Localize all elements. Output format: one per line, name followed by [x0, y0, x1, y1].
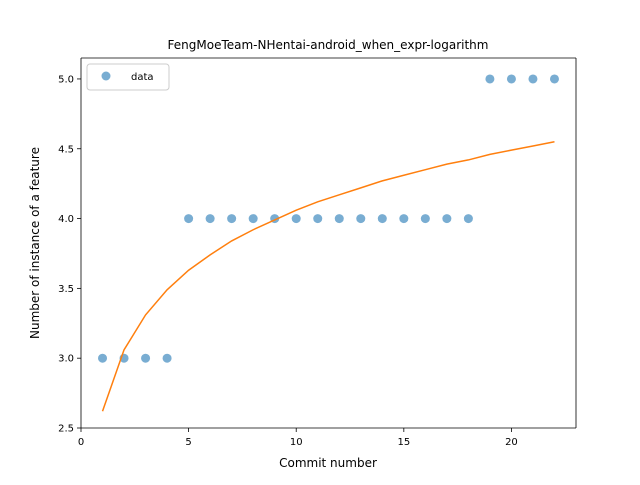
- x-tick-label: 20: [505, 437, 518, 448]
- scatter-point: [399, 214, 409, 224]
- legend: data: [86, 63, 170, 91]
- scatter-point: [184, 214, 194, 224]
- scatter-point: [205, 214, 215, 224]
- plot-area: [81, 58, 576, 428]
- scatter-point: [313, 214, 323, 224]
- scatter-point: [506, 74, 516, 84]
- y-tick-label: 4.0: [58, 214, 74, 225]
- x-tick-label: 10: [290, 437, 303, 448]
- y-tick-label: 4.5: [58, 144, 74, 155]
- scatter-point: [528, 74, 538, 84]
- scatter-point: [227, 214, 237, 224]
- scatter-point: [377, 214, 387, 224]
- legend-frame: [86, 63, 170, 91]
- legend-label-data: data: [131, 72, 154, 83]
- scatter-point: [291, 214, 301, 224]
- scatter-point: [162, 353, 172, 363]
- axes-layer: 0 5 10 15 20 2.5 3.0 3.5 4.0 4.5 5.0: [58, 57, 577, 448]
- y-tick-label: 3.5: [58, 284, 74, 295]
- fit-line: [101, 141, 555, 412]
- scatter-point: [356, 214, 366, 224]
- scatter-point: [248, 214, 258, 224]
- chart-title: FengMoeTeam-NHentai-android_when_expr-lo…: [168, 38, 489, 52]
- scatter-point: [98, 353, 108, 363]
- y-tick-label: 5.0: [58, 74, 74, 85]
- scatter-point: [463, 214, 473, 224]
- x-tick-label: 15: [397, 437, 410, 448]
- scatter-point: [485, 74, 495, 84]
- scatter-point: [549, 74, 559, 84]
- series-layer: [98, 74, 559, 412]
- scatter-point: [141, 353, 151, 363]
- x-tick-label: 5: [185, 437, 191, 448]
- scatter-point: [334, 214, 344, 224]
- legend-marker-data: [101, 71, 111, 81]
- x-axis-title: Commit number: [279, 456, 377, 470]
- y-axis-title: Number of instance of a feature: [28, 147, 42, 339]
- y-tick-label: 2.5: [58, 424, 74, 435]
- y-tick-label: 3.0: [58, 354, 74, 365]
- plot-background: [81, 58, 576, 428]
- x-tick-label: 0: [78, 437, 84, 448]
- scatter-point: [442, 214, 452, 224]
- scatter-point: [420, 214, 430, 224]
